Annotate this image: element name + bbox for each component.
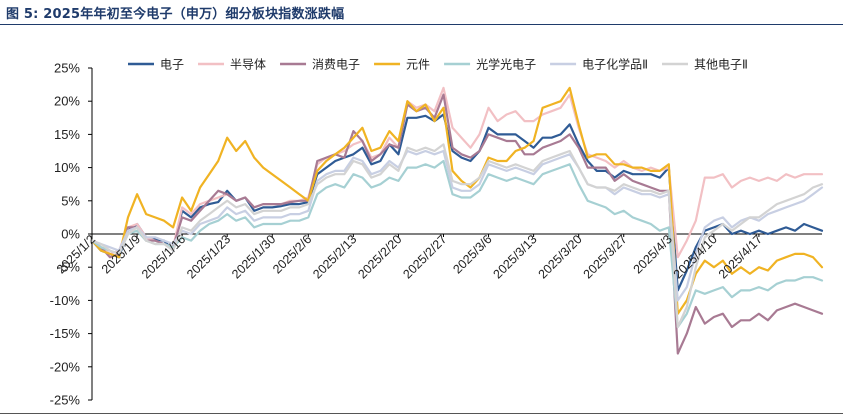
legend-label-6: 电子化学品Ⅱ [582, 57, 648, 72]
x-tick-label: 2025/2/20 [355, 232, 404, 281]
series-line-3 [90, 93, 824, 355]
figure-title: 图 5: 2025年年初至今电子（申万）细分板块指数涨跌幅 [6, 7, 345, 22]
x-tick-label: 2025/1/9 [99, 232, 143, 276]
x-tick-label: 2025/1/30 [229, 232, 278, 281]
y-tick-label: -20% [50, 359, 81, 374]
y-tick-label: 5% [61, 193, 80, 208]
x-tick-label: 2025/2/27 [400, 232, 449, 281]
bottom-rule [0, 413, 843, 414]
legend-label-4: 元件 [406, 58, 430, 72]
series-layer [90, 86, 824, 355]
legend-label-5: 光学光电子 [476, 57, 536, 72]
y-tick-label: -10% [50, 293, 81, 308]
x-tick-label: 2025/3/13 [491, 232, 540, 281]
x-tick-label: 2025/4/17 [716, 232, 765, 281]
series-line-7 [90, 143, 824, 329]
legend-label-7: 其他电子Ⅱ [694, 58, 748, 72]
legend: 电子 半导体 消费电子 元件 光学光电子 电子化学品Ⅱ 其他电子Ⅱ [128, 57, 748, 72]
x-tick-label: 2025/3/27 [581, 232, 630, 281]
legend-label-1: 电子 [160, 58, 184, 72]
series-line-6 [90, 149, 824, 302]
x-tick-label: 2025/3/20 [536, 232, 585, 281]
title-rule [0, 24, 843, 25]
x-tick-label: 2025/2/13 [310, 232, 359, 281]
y-tick-label: 10% [54, 160, 80, 175]
legend-label-3: 消费电子 [312, 58, 360, 72]
series-line-4 [90, 86, 824, 315]
axes-layer [88, 67, 822, 401]
x-tick-label: 2025/2/6 [270, 232, 314, 276]
x-tick-label: 2025/3/6 [450, 232, 494, 276]
y-tick-label: 20% [54, 94, 80, 109]
series-line-5 [90, 159, 824, 329]
legend-label-2: 半导体 [230, 58, 266, 72]
y-tick-label: -15% [50, 326, 81, 341]
y-tick-label: -25% [50, 393, 81, 408]
y-tick-label: -5% [57, 260, 81, 275]
series-line-2 [90, 86, 824, 259]
y-tick-label: 15% [54, 127, 80, 142]
y-tick-label: 25% [54, 61, 80, 76]
y-tick-label: 0% [61, 227, 80, 242]
x-tick-label: 2025/4/3 [631, 232, 675, 276]
